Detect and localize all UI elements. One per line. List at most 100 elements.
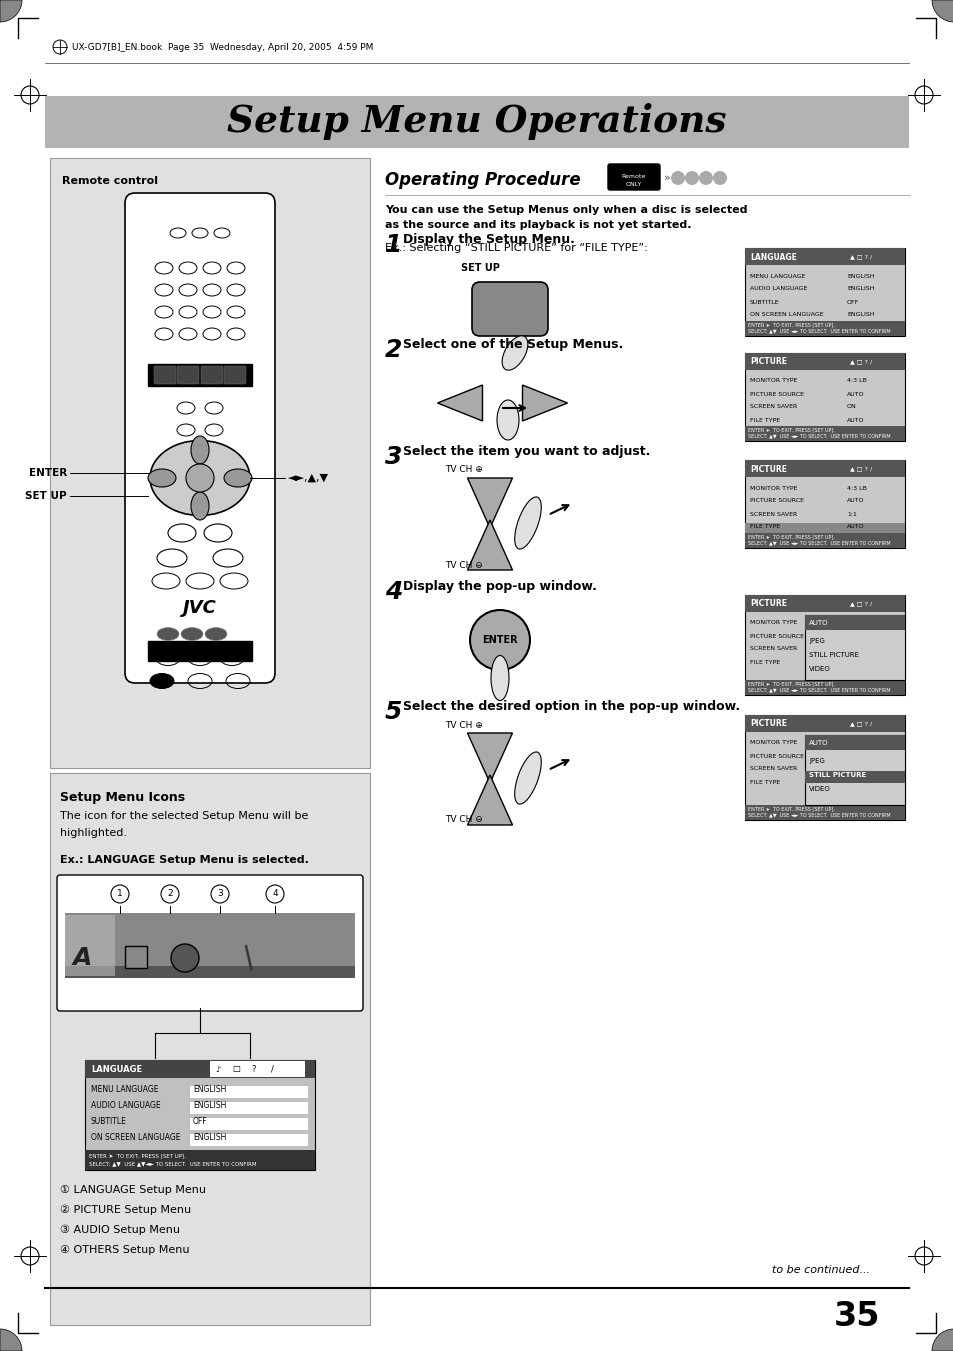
- Ellipse shape: [148, 469, 175, 486]
- Text: TV CH ⊖: TV CH ⊖: [444, 561, 482, 570]
- Text: MONITOR TYPE: MONITOR TYPE: [749, 378, 797, 384]
- Text: JPEG: JPEG: [808, 758, 824, 765]
- Text: AUDIO LANGUAGE: AUDIO LANGUAGE: [91, 1101, 160, 1111]
- Ellipse shape: [191, 492, 209, 520]
- Text: OFF: OFF: [193, 1117, 208, 1127]
- Bar: [148, 363, 252, 386]
- Text: SET UP: SET UP: [26, 490, 67, 501]
- Text: FILE TYPE: FILE TYPE: [749, 524, 780, 530]
- Text: FILE TYPE: FILE TYPE: [749, 780, 780, 785]
- Bar: [85, 1061, 314, 1078]
- Text: »: »: [663, 173, 670, 182]
- Bar: [744, 353, 904, 370]
- Text: ③ AUDIO Setup Menu: ③ AUDIO Setup Menu: [60, 1225, 180, 1235]
- Text: PICTURE SOURCE: PICTURE SOURCE: [749, 634, 803, 639]
- Text: 4:3 LB: 4:3 LB: [846, 740, 866, 746]
- Bar: [210, 1061, 305, 1077]
- Bar: [744, 805, 904, 820]
- Bar: [804, 615, 904, 630]
- Text: SELECT: ▲▼  USE ◄► TO SELECT.  USE ENTER TO CONFIRM: SELECT: ▲▼ USE ◄► TO SELECT. USE ENTER T…: [747, 434, 890, 439]
- Text: /: /: [238, 943, 261, 973]
- Circle shape: [670, 172, 684, 185]
- Text: Setup Menu Icons: Setup Menu Icons: [60, 790, 185, 804]
- FancyBboxPatch shape: [607, 163, 659, 190]
- Text: SELECT: ▲▼  USE ◄► TO SELECT.  USE ENTER TO CONFIRM: SELECT: ▲▼ USE ◄► TO SELECT. USE ENTER T…: [747, 328, 890, 334]
- Text: ENTER ➤  TO EXIT, PRESS [SET UP].: ENTER ➤ TO EXIT, PRESS [SET UP].: [747, 427, 834, 432]
- Text: ◄►,▲,▼: ◄►,▲,▼: [288, 473, 329, 484]
- Text: SUBTITLE: SUBTITLE: [91, 1117, 127, 1127]
- Polygon shape: [467, 734, 512, 784]
- Text: ON SCREEN LANGUAGE: ON SCREEN LANGUAGE: [91, 1133, 180, 1143]
- Text: ENGLISH: ENGLISH: [846, 273, 874, 278]
- Bar: [744, 249, 904, 265]
- Bar: [85, 1150, 314, 1170]
- Circle shape: [171, 944, 199, 971]
- Text: VIDEO: VIDEO: [808, 666, 830, 671]
- Text: ② PICTURE Setup Menu: ② PICTURE Setup Menu: [60, 1205, 191, 1215]
- Bar: [50, 773, 370, 1325]
- Bar: [744, 322, 904, 336]
- Text: Select the item you want to adjust.: Select the item you want to adjust.: [402, 444, 650, 458]
- Text: ENTER: ENTER: [29, 467, 67, 478]
- Text: UX-GD7[B]_EN.book  Page 35  Wednesday, April 20, 2005  4:59 PM: UX-GD7[B]_EN.book Page 35 Wednesday, Apr…: [71, 42, 373, 51]
- Wedge shape: [0, 1329, 22, 1351]
- Text: LANGUAGE: LANGUAGE: [749, 253, 796, 262]
- Text: AUTO: AUTO: [846, 499, 863, 504]
- Text: AUTO: AUTO: [846, 417, 863, 423]
- FancyBboxPatch shape: [153, 366, 175, 384]
- Text: Display the pop-up window.: Display the pop-up window.: [402, 580, 597, 593]
- Text: SELECT: ▲▼  USE ▲▼◄► TO SELECT.  USE ENTER TO CONFIRM: SELECT: ▲▼ USE ▲▼◄► TO SELECT. USE ENTER…: [89, 1162, 256, 1166]
- Circle shape: [699, 172, 712, 185]
- Polygon shape: [437, 385, 482, 422]
- Bar: [744, 680, 904, 694]
- Bar: [190, 1102, 308, 1115]
- Bar: [744, 459, 904, 549]
- Bar: [190, 1086, 308, 1098]
- Text: ONLY: ONLY: [625, 181, 641, 186]
- Text: ▲ □ ? /: ▲ □ ? /: [849, 721, 871, 727]
- Ellipse shape: [501, 336, 527, 370]
- Text: ENTER ➤  TO EXIT, PRESS [SET UP].: ENTER ➤ TO EXIT, PRESS [SET UP].: [747, 323, 834, 327]
- Text: PICTURE: PICTURE: [749, 465, 786, 473]
- Text: SUBTITLE: SUBTITLE: [749, 300, 779, 304]
- Text: ▲ □ ? /: ▲ □ ? /: [849, 601, 871, 607]
- Text: JVC: JVC: [183, 598, 216, 617]
- Text: Remote: Remote: [621, 174, 645, 180]
- Text: ▲ □ ? /: ▲ □ ? /: [849, 359, 871, 365]
- Wedge shape: [0, 0, 22, 22]
- Text: 3: 3: [217, 889, 223, 898]
- Text: SCREEN SAVER: SCREEN SAVER: [749, 647, 797, 651]
- Text: ENTER: ENTER: [481, 635, 517, 644]
- Text: AUTO: AUTO: [846, 524, 863, 530]
- Text: 4:3 LB: 4:3 LB: [846, 485, 866, 490]
- Text: MONITOR TYPE: MONITOR TYPE: [749, 620, 797, 626]
- Text: ENGLISH: ENGLISH: [846, 286, 874, 292]
- Bar: [744, 534, 904, 549]
- Text: SELECT: ▲▼  USE ◄► TO SELECT.  USE ENTER TO CONFIRM: SELECT: ▲▼ USE ◄► TO SELECT. USE ENTER T…: [747, 812, 890, 817]
- Ellipse shape: [205, 627, 227, 640]
- Text: MONITOR TYPE: MONITOR TYPE: [749, 485, 797, 490]
- Text: AUDIO LANGUAGE: AUDIO LANGUAGE: [749, 286, 806, 292]
- Text: ENTER ➤  TO EXIT, PRESS [SET UP].: ENTER ➤ TO EXIT, PRESS [SET UP].: [747, 535, 834, 539]
- Text: VIDEO: VIDEO: [808, 786, 830, 792]
- Text: to be continued...: to be continued...: [771, 1265, 869, 1275]
- Bar: [744, 715, 904, 820]
- Text: MENU LANGUAGE: MENU LANGUAGE: [91, 1085, 158, 1094]
- Text: ON SCREEN LANGUAGE: ON SCREEN LANGUAGE: [749, 312, 822, 317]
- Text: ▲ □ ? /: ▲ □ ? /: [849, 466, 871, 471]
- FancyBboxPatch shape: [177, 366, 199, 384]
- Bar: [85, 1061, 314, 1170]
- Text: 2: 2: [385, 338, 402, 362]
- Text: ENTER ➤  TO EXIT, PRESS [SET UP].: ENTER ➤ TO EXIT, PRESS [SET UP].: [89, 1154, 186, 1159]
- Text: SELECT: ▲▼  USE ◄► TO SELECT.  USE ENTER TO CONFIRM: SELECT: ▲▼ USE ◄► TO SELECT. USE ENTER T…: [747, 540, 890, 546]
- Circle shape: [684, 172, 699, 185]
- Text: SELECT: ▲▼  USE ◄► TO SELECT.  USE ENTER TO CONFIRM: SELECT: ▲▼ USE ◄► TO SELECT. USE ENTER T…: [747, 688, 890, 693]
- Text: ♪: ♪: [215, 1065, 220, 1074]
- FancyBboxPatch shape: [57, 875, 363, 1011]
- Text: TV CH ⊕: TV CH ⊕: [444, 466, 482, 474]
- Polygon shape: [467, 775, 512, 825]
- Text: /: /: [271, 1065, 274, 1074]
- Text: TV CH ⊖: TV CH ⊖: [444, 816, 482, 824]
- Text: 3: 3: [385, 444, 402, 469]
- Text: Select one of the Setup Menus.: Select one of the Setup Menus.: [402, 338, 622, 351]
